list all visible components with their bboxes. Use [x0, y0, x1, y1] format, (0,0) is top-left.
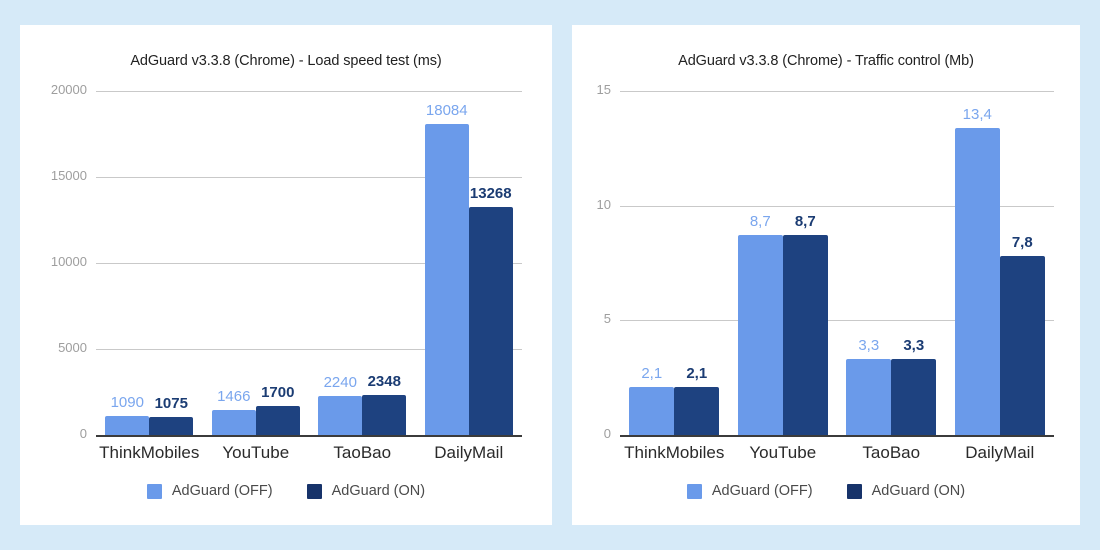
gridline — [96, 177, 522, 178]
legend-label: AdGuard (OFF) — [171, 483, 273, 499]
bar-value-label: 8,7 — [749, 213, 771, 231]
legend-label: AdGuard (OFF) — [711, 483, 813, 499]
chart-panel-traffic-control: AdGuard v3.3.8 (Chrome) - Traffic contro… — [572, 25, 1080, 525]
bar-value-label: 7,8 — [1011, 234, 1033, 252]
y-axis-tick-label: 5000 — [58, 340, 87, 355]
bar-off[interactable]: 1466 — [211, 388, 256, 435]
bar-value-label: 1075 — [154, 394, 188, 412]
legend-item[interactable]: AdGuard (ON) — [306, 483, 426, 499]
gridline — [620, 91, 1054, 92]
legend-label: AdGuard (ON) — [871, 483, 966, 499]
bar-off[interactable]: 18084 — [424, 102, 469, 435]
y-axis-tick-label: 10000 — [50, 254, 87, 269]
bar-off[interactable]: 8,7 — [737, 213, 783, 435]
bar-value-label: 8,7 — [794, 213, 816, 231]
bar-value-label: 1090 — [110, 394, 144, 412]
y-axis-tick-label: 5 — [603, 311, 611, 327]
x-axis-labels: ThinkMobiles YouTube TaoBao DailyMail — [96, 443, 522, 463]
bar-groups: 2,1 2,1 8,7 8,7 3,3 3,3 13,4 7,8 — [620, 91, 1054, 435]
gridline — [620, 320, 1054, 322]
chart-title: AdGuard v3.3.8 (Chrome) - Load speed tes… — [130, 53, 442, 69]
y-axis-tick-label: 15 — [596, 82, 611, 97]
bar-off[interactable]: 13,4 — [954, 106, 1000, 435]
bar-group: 2,1 2,1 — [620, 91, 729, 435]
legend-label: AdGuard (ON) — [331, 483, 426, 499]
legend-item[interactable]: AdGuard (OFF) — [146, 483, 273, 499]
y-axis-tick-label: 15000 — [50, 168, 87, 183]
bar-on[interactable]: 1700 — [255, 384, 300, 435]
bar-value-label: 3,3 — [858, 337, 880, 355]
bar-group: 2240 2348 — [309, 91, 416, 435]
x-axis-tick-label: DailyMail — [965, 443, 1035, 462]
bar-value-label: 3,3 — [903, 337, 925, 355]
bar-group: 1090 1075 — [96, 91, 203, 435]
bar-off[interactable]: 2,1 — [629, 365, 675, 435]
bar-value-label: 18084 — [425, 101, 468, 119]
legend-swatch-icon — [846, 483, 862, 499]
y-axis-tick-label: 0 — [603, 426, 611, 441]
gridline — [96, 349, 522, 350]
legend-swatch-icon — [686, 483, 702, 499]
chart-title: AdGuard v3.3.8 (Chrome) - Traffic contro… — [678, 53, 974, 69]
plot-area: 20000 15000 10000 5000 0 1090 1075 1466 1700 2240… — [51, 82, 522, 441]
bar-off[interactable]: 3,3 — [846, 337, 892, 435]
bar-value-label: 2,1 — [641, 364, 663, 382]
bar-group: 1466 1700 — [203, 91, 310, 435]
axis-baseline — [96, 435, 522, 437]
bar-on[interactable]: 2348 — [362, 373, 407, 435]
legend-item[interactable]: AdGuard (OFF) — [686, 483, 813, 499]
x-axis-labels: ThinkMobiles YouTube TaoBao DailyMail — [620, 443, 1054, 463]
bar-groups: 1090 1075 1466 1700 2240 2348 18084 13268 — [96, 91, 522, 435]
bar-on[interactable]: 1075 — [149, 395, 194, 435]
bar-on[interactable]: 8,7 — [782, 213, 828, 435]
bar-group: 13,4 7,8 — [946, 91, 1055, 435]
legend-swatch-icon — [306, 483, 322, 499]
bar-group: 3,3 3,3 — [837, 91, 946, 435]
chart-legend: AdGuard (OFF) AdGuard (ON) — [20, 483, 552, 499]
x-axis-tick-label: ThinkMobiles — [624, 443, 725, 462]
bar-value-label: 13268 — [469, 184, 512, 202]
x-axis-tick-label: YouTube — [222, 443, 290, 462]
legend-item[interactable]: AdGuard (ON) — [846, 483, 966, 499]
x-axis-tick-label: TaoBao — [862, 443, 921, 462]
x-axis-tick-label: YouTube — [749, 443, 817, 462]
bar-value-label: 1466 — [217, 387, 251, 405]
bar-on[interactable]: 7,8 — [999, 234, 1045, 435]
y-axis-tick-label: 0 — [79, 426, 87, 441]
bar-off[interactable]: 1090 — [105, 394, 150, 435]
bar-group: 8,7 8,7 — [729, 91, 838, 435]
bar-value-label: 2348 — [367, 372, 401, 390]
plot-area: 15 10 5 0 2,1 2,1 8,7 8,7 3,3 3,3 13,4 7,8 — [597, 82, 1054, 441]
y-axis-tick-label: 20000 — [50, 82, 87, 97]
bar-on[interactable]: 13268 — [468, 185, 513, 435]
plot-surface: 20000 15000 10000 5000 0 1090 1075 1466 1700 2240… — [51, 82, 522, 441]
bar-group: 18084 13268 — [416, 91, 523, 435]
x-axis-tick-label: TaoBao — [333, 443, 392, 462]
y-axis-tick-label: 10 — [596, 196, 611, 212]
gridline — [620, 205, 1054, 207]
bar-value-label: 1700 — [261, 383, 295, 401]
plot-surface: 15 10 5 0 2,1 2,1 8,7 8,7 3,3 3,3 13,4 7,8 — [597, 82, 1054, 441]
bar-on[interactable]: 2,1 — [674, 365, 720, 435]
axis-baseline — [620, 435, 1054, 437]
x-axis-tick-label: ThinkMobiles — [99, 443, 200, 462]
gridline — [96, 91, 522, 92]
bar-off[interactable]: 2240 — [318, 374, 363, 435]
legend-swatch-icon — [146, 483, 162, 499]
bar-value-label: 13,4 — [962, 105, 992, 123]
bar-value-label: 2240 — [323, 374, 357, 392]
bar-value-label: 2,1 — [686, 364, 708, 382]
chart-legend: AdGuard (OFF) AdGuard (ON) — [572, 483, 1080, 499]
bar-on[interactable]: 3,3 — [891, 337, 937, 435]
x-axis-tick-label: DailyMail — [434, 443, 504, 462]
gridline — [96, 263, 522, 264]
chart-panel-load-speed: AdGuard v3.3.8 (Chrome) - Load speed tes… — [20, 25, 552, 525]
